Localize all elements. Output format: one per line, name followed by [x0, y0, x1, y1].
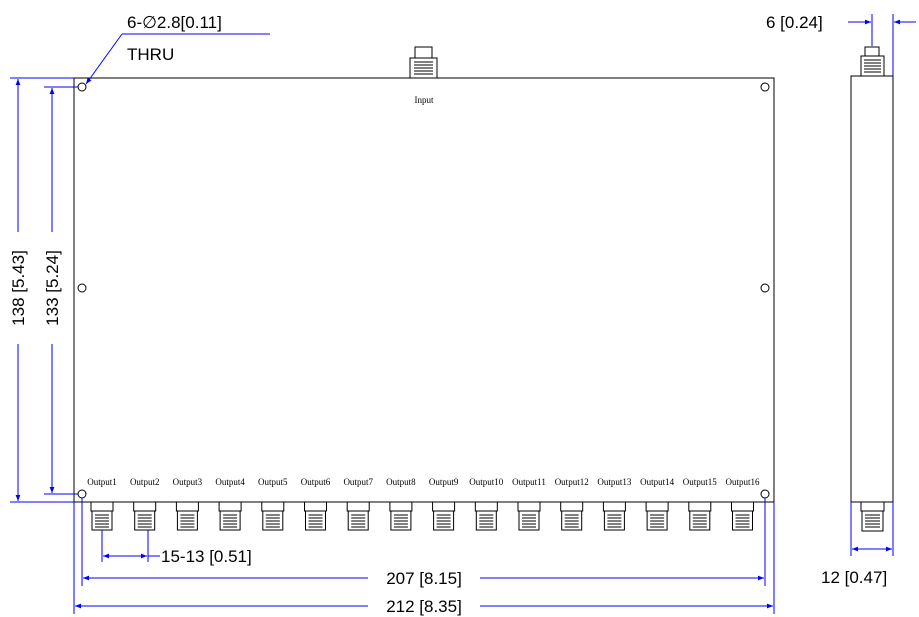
side-thickness-dimension [850, 502, 894, 556]
output-connector [688, 501, 712, 531]
output-connector [175, 501, 199, 531]
output-connector [346, 501, 370, 531]
mounting-hole [77, 489, 87, 499]
mounting-hole [77, 283, 87, 293]
output-label: Output4 [215, 477, 245, 487]
output-connector [560, 501, 584, 531]
thru-label: THRU [127, 45, 174, 64]
output-label: Output12 [555, 477, 589, 487]
port-pitch-dimension [101, 530, 160, 562]
mounting-holes [77, 82, 770, 499]
output-connector [645, 501, 669, 531]
width-outer-label: 212 [8.35] [386, 597, 462, 616]
hole-callout-label: 6-∅2.8[0.11] [127, 13, 222, 32]
output-connector [218, 501, 242, 531]
side-bottom-connector [860, 501, 885, 532]
output-connector [602, 501, 626, 531]
output-connector [304, 501, 327, 531]
output-label: Output11 [512, 477, 546, 487]
front-view-body [73, 77, 775, 503]
output-label: Output5 [258, 477, 288, 487]
output-label: Output8 [386, 477, 416, 487]
side-top-connector [860, 46, 885, 77]
output-label: Output9 [429, 477, 459, 487]
mounting-hole [760, 489, 770, 499]
output-connector [389, 501, 413, 531]
output-label: Output3 [173, 477, 203, 487]
side-view-body [850, 75, 894, 503]
mounting-hole [760, 82, 770, 92]
output-connector [474, 501, 498, 531]
output-label: Output13 [597, 477, 632, 487]
output-label: Output15 [683, 477, 718, 487]
output-label: Output7 [343, 477, 373, 487]
side-offset-label: 6 [0.24] [766, 13, 823, 32]
input-connector [409, 46, 438, 79]
output-label: Output2 [130, 477, 160, 487]
side-offset-dimension [848, 14, 916, 76]
callout-leader [85, 33, 123, 85]
output-label: Output6 [301, 477, 331, 487]
height-holes-label: 133 [5.24] [43, 250, 62, 326]
port-pitch-label: 15-13 [0.51] [161, 547, 252, 566]
output-connector [90, 501, 114, 531]
output-connectors: Output1 Output2 Output3 Output4 Output5 Outpu… [87, 477, 760, 531]
output-label: Output1 [87, 477, 117, 487]
mounting-hole [760, 283, 770, 293]
output-label: Output16 [725, 477, 760, 487]
input-label: Input [415, 95, 434, 105]
output-connector [133, 501, 157, 531]
height-outer-label: 138 [5.43] [9, 250, 28, 326]
output-connector [731, 501, 754, 531]
output-connector [517, 501, 541, 531]
output-connector [432, 501, 456, 531]
output-connector [261, 501, 285, 531]
output-label: Output10 [469, 477, 504, 487]
width-holes-label: 207 [8.15] [386, 569, 462, 588]
side-thickness-label: 12 [0.47] [821, 568, 887, 587]
mounting-hole [77, 82, 87, 92]
output-label: Output14 [640, 477, 675, 487]
